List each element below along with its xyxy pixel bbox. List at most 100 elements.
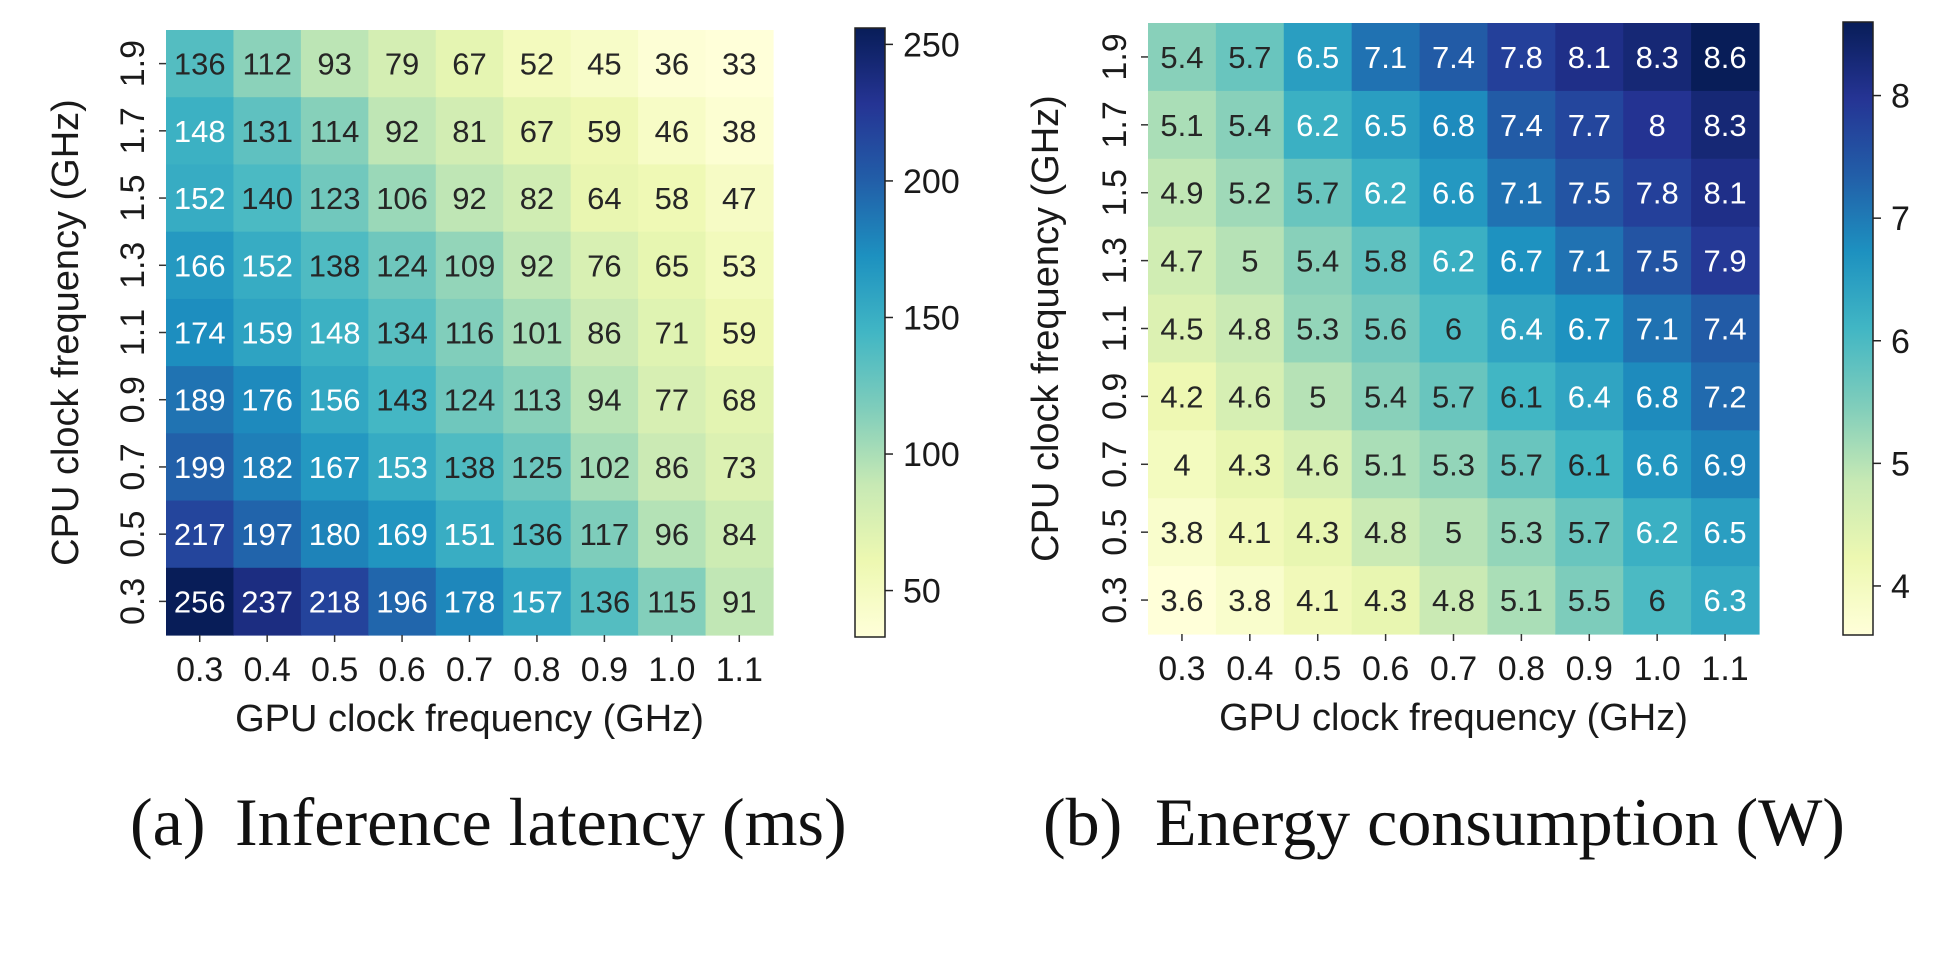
x-tick-label: 1.1: [1701, 650, 1748, 688]
cell-value-label: 92: [520, 248, 554, 283]
heatmap-cell: [300, 30, 369, 98]
heatmap-cell: [1691, 23, 1760, 92]
cell-value-label: 7.5: [1568, 176, 1611, 211]
heatmap-cell: [570, 298, 639, 367]
heatmap-cell: [1351, 362, 1421, 431]
cell-value-label: 256: [174, 584, 226, 619]
x-axis-ticks: 0.3 0.4 0.5 0.6 0.7 0.8 0.9 1.0 1.1: [176, 635, 763, 689]
cell-value-label: 7.1: [1364, 40, 1407, 75]
cell-value-label: 6.4: [1568, 379, 1611, 414]
cell-value-label: 199: [174, 450, 226, 485]
cell-value-label: 4.3: [1364, 583, 1407, 618]
cell-value-label: 4.8: [1432, 583, 1475, 618]
cell-value-label: 102: [579, 450, 631, 485]
heatmap-cell: [1351, 226, 1421, 296]
y-tick-label: 0.9: [1096, 373, 1134, 420]
heatmap-cell: [1487, 430, 1556, 499]
cell-value-label: 5: [1309, 379, 1326, 414]
cell-value-label: 131: [241, 114, 293, 149]
cell-value-label: 4.9: [1160, 176, 1203, 211]
cell-value-label: 86: [655, 450, 689, 485]
cell-value-label: 136: [579, 584, 631, 619]
y-tick-label: 1.5: [114, 174, 152, 221]
y-tick-label: 1.5: [1096, 169, 1134, 216]
heatmap-cell: [1487, 23, 1556, 92]
heatmap-cell: [1555, 566, 1624, 635]
heatmap-cell: [300, 567, 369, 636]
heatmap-cell: [1419, 498, 1489, 567]
x-tick-label: 0.4: [244, 651, 291, 689]
heatmap-cell: [1691, 566, 1760, 635]
heatmap-cell: [638, 164, 707, 233]
heatmap-cell: [1148, 158, 1217, 228]
heatmap-cell: [1283, 23, 1353, 92]
x-tick-label: 0.3: [1158, 650, 1205, 688]
cell-value-label: 36: [655, 47, 689, 82]
cell-value-label: 94: [587, 383, 621, 418]
heatmap-cell: [1283, 90, 1353, 160]
heatmap-cell: [570, 433, 639, 502]
heatmap-cell: [1148, 90, 1217, 160]
heatmap-cell: [233, 366, 302, 434]
cell-value-label: 6.8: [1432, 108, 1475, 143]
heatmap-cell: [1487, 362, 1556, 431]
heatmap-cell: [166, 231, 235, 300]
cell-value-label: 6.2: [1364, 176, 1407, 211]
heatmap-cell: [1419, 226, 1489, 296]
colorbar-tick-label: 150: [903, 299, 960, 337]
heatmap-cells: 136 112 93 79 67 52 45 36 33 148 131 114 92 81 67 59 46 3…: [166, 30, 774, 636]
caption-label: (b): [1043, 784, 1122, 860]
cell-value-label: 3.8: [1160, 515, 1203, 550]
cell-value-label: 5.8: [1364, 244, 1407, 279]
cell-value-label: 96: [655, 517, 689, 552]
heatmap-cell: [1555, 90, 1624, 160]
cell-value-label: 38: [722, 114, 756, 149]
heatmap-cell: [1419, 90, 1489, 160]
y-axis-label: CPU clock frequency (GHz): [1025, 95, 1067, 562]
x-tick-label: 1.0: [648, 651, 695, 689]
y-tick-label: 0.5: [1096, 509, 1134, 556]
cell-value-label: 166: [174, 248, 226, 283]
heatmap-cell: [1351, 566, 1421, 635]
cell-value-label: 58: [655, 181, 689, 216]
cell-value-label: 136: [174, 47, 226, 82]
cell-value-label: 84: [722, 517, 756, 552]
heatmap-cell: [1283, 158, 1353, 228]
heatmap-cell: [705, 164, 774, 233]
heatmap-cell: [435, 500, 504, 569]
cell-value-label: 7.4: [1500, 108, 1543, 143]
cell-value-label: 5.7: [1296, 176, 1339, 211]
heatmap-cell: [1419, 430, 1489, 499]
cell-value-label: 109: [444, 248, 496, 283]
x-tick-label: 0.7: [1430, 650, 1477, 688]
cell-value-label: 123: [309, 181, 361, 216]
x-tick-label: 0.5: [1294, 650, 1341, 688]
colorbar-tick-label: 8: [1891, 78, 1910, 116]
cell-value-label: 52: [520, 47, 554, 82]
heatmap-cell: [1215, 430, 1285, 499]
cell-value-label: 153: [376, 450, 428, 485]
cell-value-label: 5.4: [1160, 40, 1203, 75]
heatmap-cell: [1351, 158, 1421, 228]
heatmap-cell: [638, 433, 707, 502]
cell-value-label: 6.1: [1568, 447, 1611, 482]
heatmap-cell: [166, 30, 235, 98]
cell-value-label: 6.9: [1704, 447, 1747, 482]
cell-value-label: 174: [174, 316, 226, 351]
cell-value-label: 114: [310, 114, 359, 149]
heatmap-cell: [368, 164, 437, 233]
cell-value-label: 6.3: [1704, 583, 1747, 618]
heatmap-cell: [1555, 498, 1624, 567]
cell-value-label: 152: [174, 181, 226, 216]
heatmap-cell: [233, 231, 302, 300]
heatmap-cell: [1487, 226, 1556, 296]
heatmap-cell: [1691, 430, 1760, 499]
heatmap-cell: [638, 567, 707, 636]
heatmap-cell: [705, 567, 774, 636]
heatmap-cell: [300, 298, 369, 367]
heatmap-cell: [638, 97, 707, 166]
heatmap-cell: [1283, 430, 1353, 499]
cell-value-label: 7.9: [1704, 244, 1747, 279]
heatmap-cell: [638, 500, 707, 569]
